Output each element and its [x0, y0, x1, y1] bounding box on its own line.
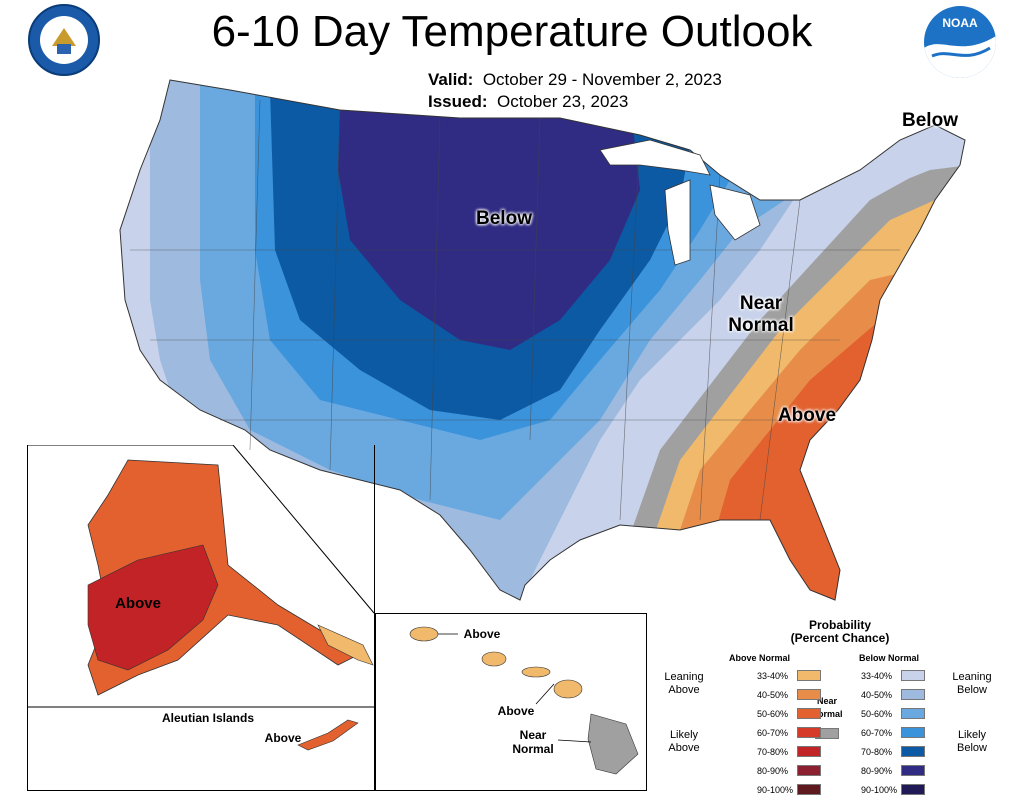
legend-below-range: 40-50%	[861, 689, 893, 700]
legend-near-normal-label: Near Normal	[811, 696, 843, 719]
legend-below-range: 70-80%	[861, 746, 893, 757]
legend-above-row: 80-90%	[757, 764, 821, 777]
legend-below-range: 90-100%	[861, 784, 898, 795]
legend-above-range: 33-40%	[757, 670, 789, 681]
legend-above-range: 90-100%	[757, 784, 794, 795]
label-hawaii-above-1: Above	[463, 627, 501, 641]
legend-title: Probability (Percent Chance)	[790, 618, 890, 645]
legend-below-range: 60-70%	[861, 727, 893, 738]
legend-below-range: 50-60%	[861, 708, 893, 719]
lake-superior	[599, 139, 711, 176]
hawaii-inset: Above Above Near Normal	[375, 613, 647, 791]
lake-michigan	[664, 179, 691, 266]
legend-below-row: 80-90%	[861, 764, 925, 777]
legend-above-range: 80-90%	[757, 765, 789, 776]
legend-below-row: 40-50%	[861, 688, 925, 701]
legend-above-row: 70-80%	[757, 745, 821, 758]
label-near-normal: Near Normal	[728, 293, 794, 336]
legend-above-swatch	[797, 784, 821, 795]
legend-likely-below: Likely Below	[957, 729, 987, 754]
legend-above-range: 70-80%	[757, 746, 789, 757]
alaska-above-60	[87, 544, 219, 671]
legend-above-row: 60-70%	[757, 726, 821, 739]
legend-below-range: 80-90%	[861, 765, 893, 776]
aleutian-shape	[297, 719, 359, 751]
lake-huron	[709, 184, 761, 241]
legend-above-row: 50-60%	[757, 707, 821, 720]
legend-above-range: 40-50%	[757, 689, 789, 700]
page-title: 6-10 Day Temperature Outlook	[211, 7, 813, 56]
legend-below-row: 70-80%	[861, 745, 925, 758]
legend-below-row: 90-100%	[861, 783, 925, 796]
legend-above-range: 50-60%	[757, 708, 789, 719]
legend-below-swatch	[901, 727, 925, 738]
alaska-southeast	[317, 624, 374, 666]
doc-seal-icon	[28, 4, 100, 76]
legend-below-row: 50-60%	[861, 707, 925, 720]
legend-above-swatch	[797, 727, 821, 738]
legend-above-swatch	[797, 765, 821, 776]
legend-below-row: 33-40%	[861, 669, 925, 682]
legend-above-row: 90-100%	[757, 783, 821, 796]
legend-above-row: 33-40%	[757, 669, 821, 682]
label-below-central: Below	[476, 208, 532, 229]
noaa-logo-icon: NOAA	[924, 6, 996, 78]
legend-above-swatch	[797, 689, 821, 700]
valid-dates: Valid: October 29 - November 2, 2023	[428, 70, 722, 89]
noaa-logo-text: NOAA	[942, 16, 978, 30]
label-hawaii-near: Near Normal	[512, 728, 554, 756]
legend: Probability (Percent Chance) Above Norma…	[655, 615, 1024, 795]
legend-below-swatch	[901, 708, 925, 719]
label-aleutian-title: Aleutian Islands	[161, 711, 255, 725]
legend-above-header: Above Normal	[729, 653, 791, 663]
legend-above-row: 40-50%	[757, 688, 821, 701]
legend-below-swatch	[901, 689, 925, 700]
legend-above-swatch	[797, 746, 821, 757]
label-hawaii-above-2: Above	[497, 704, 535, 718]
label-aleutian-above: Above	[264, 731, 302, 745]
label-alaska-above: Above	[115, 595, 161, 612]
map-fill-below-80	[338, 100, 640, 350]
issued-date: Issued: October 23, 2023	[428, 92, 629, 111]
legend-leaning-above: Leaning Above	[664, 671, 704, 696]
state-borders	[130, 99, 900, 521]
legend-below-header: Below Normal	[859, 653, 920, 663]
alaska-inset: Above Aleutian Islands Above	[27, 445, 376, 791]
legend-leaning-below: Leaning Below	[952, 671, 992, 696]
label-above-southeast: Above	[777, 405, 837, 426]
legend-above-swatch	[797, 708, 821, 719]
legend-likely-above: Likely Above	[668, 729, 700, 754]
label-below-northeast: Below	[902, 110, 958, 131]
legend-above-range: 60-70%	[757, 727, 789, 738]
legend-below-range: 33-40%	[861, 670, 893, 681]
legend-below-swatch	[901, 746, 925, 757]
legend-above-swatch	[797, 670, 821, 681]
legend-below-swatch	[901, 784, 925, 795]
legend-below-swatch	[901, 670, 925, 681]
legend-below-row: 60-70%	[861, 726, 925, 739]
legend-below-swatch	[901, 765, 925, 776]
